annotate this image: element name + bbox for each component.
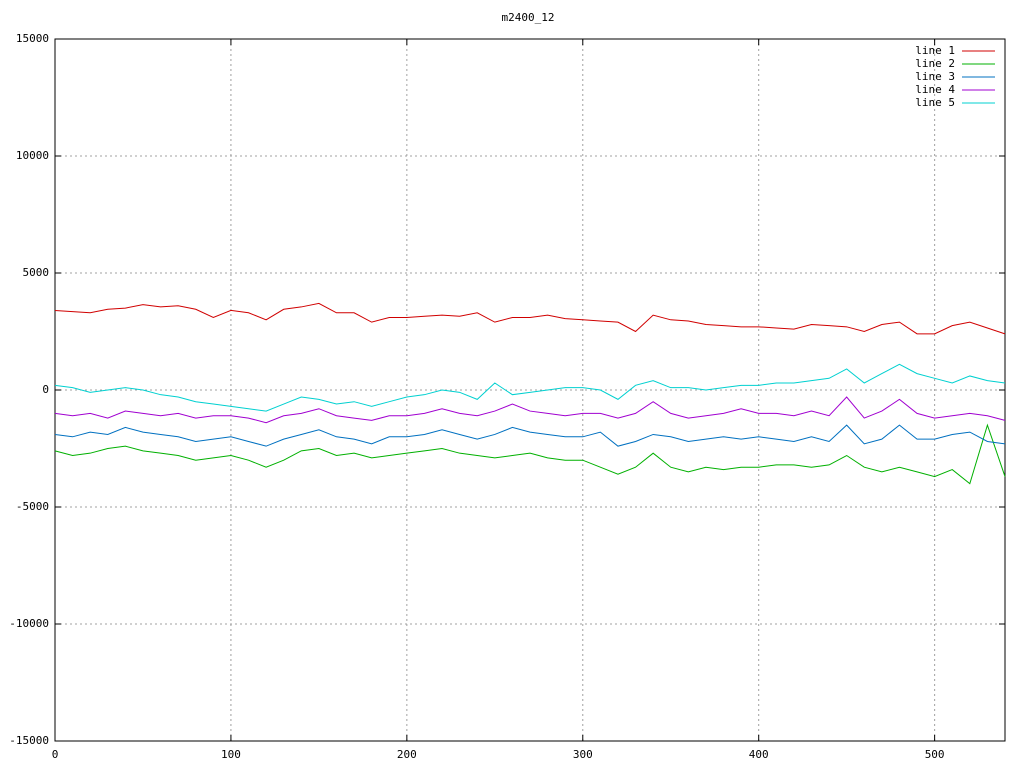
y-tick-label: 5000 [23,266,50,279]
x-tick-label: 500 [925,748,945,761]
y-tick-label: -5000 [16,500,49,513]
series-line [54,424,1006,447]
y-tick-label: 10000 [16,149,49,162]
y-tick-label: 15000 [16,32,49,45]
legend-label: line 3 [915,70,955,83]
x-tick-label: 400 [749,748,769,761]
series-line [54,396,1006,424]
x-tick-label: 0 [52,748,59,761]
legend-label: line 5 [915,96,955,109]
series-line [54,423,1006,485]
plot-frame [54,38,1006,742]
x-tick-label: 300 [573,748,593,761]
legend-label: line 1 [915,44,955,57]
series-line [54,363,1006,412]
series-line [54,302,1006,335]
x-tick-label: 200 [397,748,417,761]
y-tick-label: 0 [42,383,49,396]
chart-title: m2400_12 [502,11,555,24]
legend-label: line 2 [915,57,955,70]
x-tick-label: 100 [221,748,241,761]
y-tick-label: -10000 [9,617,49,630]
legend-label: line 4 [915,83,955,96]
y-tick-label: -15000 [9,734,49,747]
